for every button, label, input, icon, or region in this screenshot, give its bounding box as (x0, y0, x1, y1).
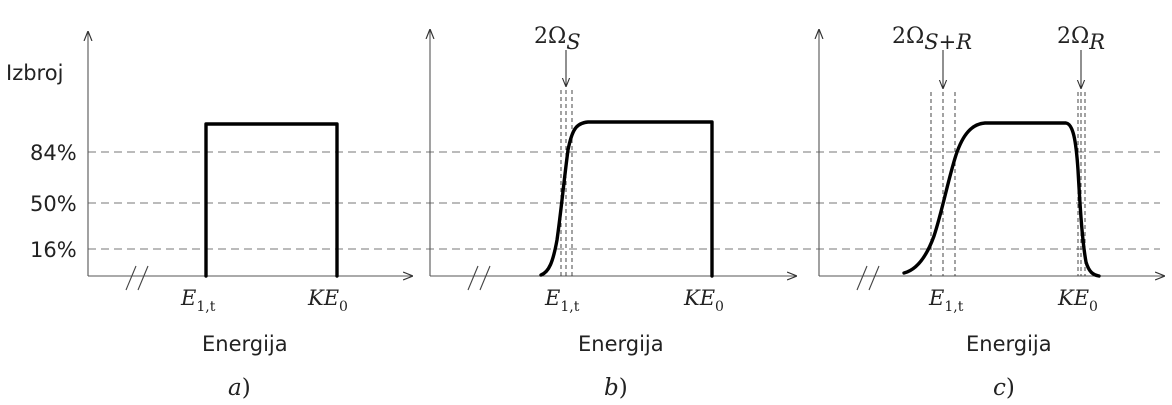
panel-c-caption: c) (993, 375, 1015, 401)
panel-c-distribution-curve (904, 123, 1099, 276)
level-label-16: 16% (30, 238, 77, 262)
panel-b: 2ΩS E1,t KE0 Energija b) (430, 24, 796, 401)
y-axis-label: Izbroj (6, 61, 63, 85)
panel-c-omega-sr-label: 2ΩS+R (892, 24, 972, 54)
level-label-84: 84% (30, 141, 77, 165)
panel-c-ke0-label: KE0 (1057, 286, 1098, 315)
panel-a-distribution-curve (206, 124, 337, 276)
panel-a-e1t-label: E1,t (180, 286, 216, 315)
panel-c-omega-r-label: 2ΩR (1057, 24, 1105, 54)
panel-b-e1t-label: E1,t (544, 286, 580, 315)
panel-b-axis-break (468, 266, 490, 290)
level-label-50: 50% (30, 192, 77, 216)
panel-a-axis-break (126, 266, 148, 290)
panel-b-x-axis-label: Energija (578, 332, 664, 356)
panel-b-distribution-curve (541, 122, 712, 276)
panel-c-e1t-label: E1,t (928, 286, 964, 315)
panel-c-x-axis-label: Energija (966, 332, 1052, 356)
panel-b-omega-label: 2ΩS (534, 24, 581, 54)
panel-c: 2ΩS+R 2ΩR E1,t KE0 Energija c) (819, 24, 1164, 401)
panel-a-caption: a) (228, 375, 251, 401)
panel-b-ke0-label: KE0 (683, 286, 724, 315)
panel-a: E1,t KE0 Energija a) (88, 32, 412, 401)
panel-c-axis-break (857, 266, 879, 290)
panel-a-ke0-label: KE0 (307, 286, 348, 315)
panel-a-x-axis-label: Energija (202, 332, 288, 356)
panel-b-caption: b) (604, 375, 628, 401)
